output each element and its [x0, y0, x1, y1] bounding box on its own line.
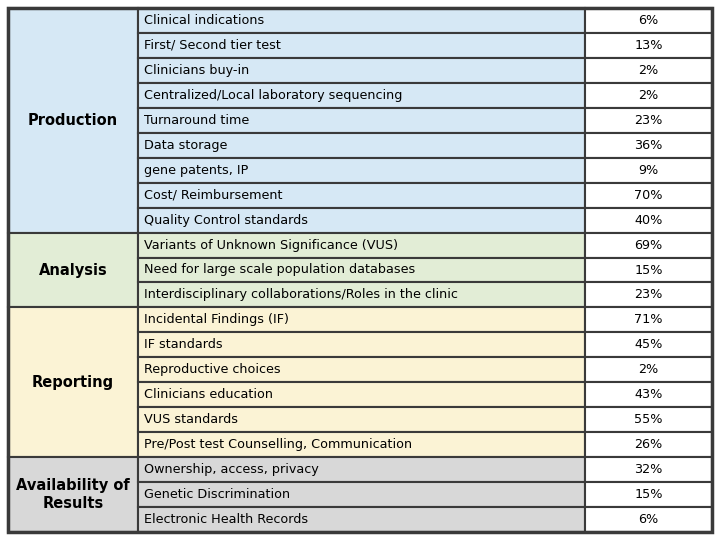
Text: 45%: 45%: [634, 339, 663, 352]
Bar: [138, 83, 585, 108]
Bar: [585, 307, 712, 333]
Text: 15%: 15%: [634, 488, 663, 501]
Bar: [138, 482, 585, 507]
Text: 2%: 2%: [639, 64, 659, 77]
Bar: [585, 58, 712, 83]
Bar: [138, 282, 585, 307]
Text: Turnaround time: Turnaround time: [144, 114, 250, 127]
Bar: [585, 83, 712, 108]
Text: 9%: 9%: [639, 164, 659, 177]
Bar: [138, 457, 585, 482]
Bar: [138, 108, 585, 133]
Bar: [138, 207, 585, 233]
Bar: [585, 507, 712, 532]
Text: Cost/ Reimbursement: Cost/ Reimbursement: [144, 188, 283, 201]
Bar: [585, 357, 712, 382]
Text: Data storage: Data storage: [144, 139, 228, 152]
Text: Availability of
Results: Availability of Results: [17, 478, 130, 511]
Text: 23%: 23%: [634, 288, 663, 301]
Text: Genetic Discrimination: Genetic Discrimination: [144, 488, 290, 501]
Bar: [138, 507, 585, 532]
Text: 13%: 13%: [634, 39, 663, 52]
Text: 36%: 36%: [634, 139, 663, 152]
Bar: [8, 307, 138, 457]
Text: 2%: 2%: [639, 363, 659, 376]
Text: IF standards: IF standards: [144, 339, 223, 352]
Text: Quality Control standards: Quality Control standards: [144, 214, 308, 227]
Text: 55%: 55%: [634, 413, 663, 426]
Text: 40%: 40%: [634, 214, 663, 227]
Text: 70%: 70%: [634, 188, 663, 201]
Bar: [138, 258, 585, 282]
Text: Need for large scale population databases: Need for large scale population database…: [144, 264, 415, 276]
Bar: [585, 207, 712, 233]
Bar: [585, 8, 712, 33]
Text: Clinical indications: Clinical indications: [144, 14, 264, 27]
Text: 43%: 43%: [634, 388, 663, 401]
Text: 15%: 15%: [634, 264, 663, 276]
Text: 71%: 71%: [634, 313, 663, 326]
Text: 6%: 6%: [639, 513, 659, 526]
Bar: [585, 482, 712, 507]
Text: 2%: 2%: [639, 89, 659, 102]
Bar: [8, 457, 138, 532]
Text: Pre/Post test Counselling, Communication: Pre/Post test Counselling, Communication: [144, 438, 413, 451]
Text: Ownership, access, privacy: Ownership, access, privacy: [144, 463, 319, 476]
Bar: [585, 282, 712, 307]
Bar: [138, 133, 585, 158]
Text: Interdisciplinary collaborations/Roles in the clinic: Interdisciplinary collaborations/Roles i…: [144, 288, 458, 301]
Text: VUS standards: VUS standards: [144, 413, 238, 426]
Text: Variants of Unknown Significance (VUS): Variants of Unknown Significance (VUS): [144, 239, 398, 252]
Bar: [585, 183, 712, 207]
Text: gene patents, IP: gene patents, IP: [144, 164, 248, 177]
Text: First/ Second tier test: First/ Second tier test: [144, 39, 281, 52]
Text: Reporting: Reporting: [32, 375, 114, 390]
Text: Electronic Health Records: Electronic Health Records: [144, 513, 308, 526]
Text: Analysis: Analysis: [39, 262, 107, 278]
Bar: [138, 407, 585, 432]
Bar: [585, 158, 712, 183]
Bar: [585, 108, 712, 133]
Text: Incidental Findings (IF): Incidental Findings (IF): [144, 313, 289, 326]
Bar: [138, 333, 585, 357]
Bar: [138, 8, 585, 33]
Text: 23%: 23%: [634, 114, 663, 127]
Bar: [138, 33, 585, 58]
Bar: [585, 432, 712, 457]
Bar: [585, 407, 712, 432]
Bar: [585, 333, 712, 357]
Text: 26%: 26%: [634, 438, 663, 451]
Text: 32%: 32%: [634, 463, 663, 476]
Text: Clinicians buy-in: Clinicians buy-in: [144, 64, 250, 77]
Bar: [138, 233, 585, 258]
Text: Clinicians education: Clinicians education: [144, 388, 274, 401]
Bar: [585, 382, 712, 407]
Text: 69%: 69%: [634, 239, 663, 252]
Bar: [138, 307, 585, 333]
Bar: [8, 8, 138, 233]
Bar: [585, 258, 712, 282]
Text: Reproductive choices: Reproductive choices: [144, 363, 281, 376]
Bar: [585, 457, 712, 482]
Text: 6%: 6%: [639, 14, 659, 27]
Bar: [138, 158, 585, 183]
Bar: [585, 133, 712, 158]
Bar: [138, 183, 585, 207]
Bar: [138, 58, 585, 83]
Bar: [585, 33, 712, 58]
Bar: [8, 233, 138, 307]
Bar: [585, 233, 712, 258]
Bar: [138, 357, 585, 382]
Text: Production: Production: [28, 113, 118, 128]
Bar: [138, 432, 585, 457]
Bar: [138, 382, 585, 407]
Text: Centralized/Local laboratory sequencing: Centralized/Local laboratory sequencing: [144, 89, 402, 102]
